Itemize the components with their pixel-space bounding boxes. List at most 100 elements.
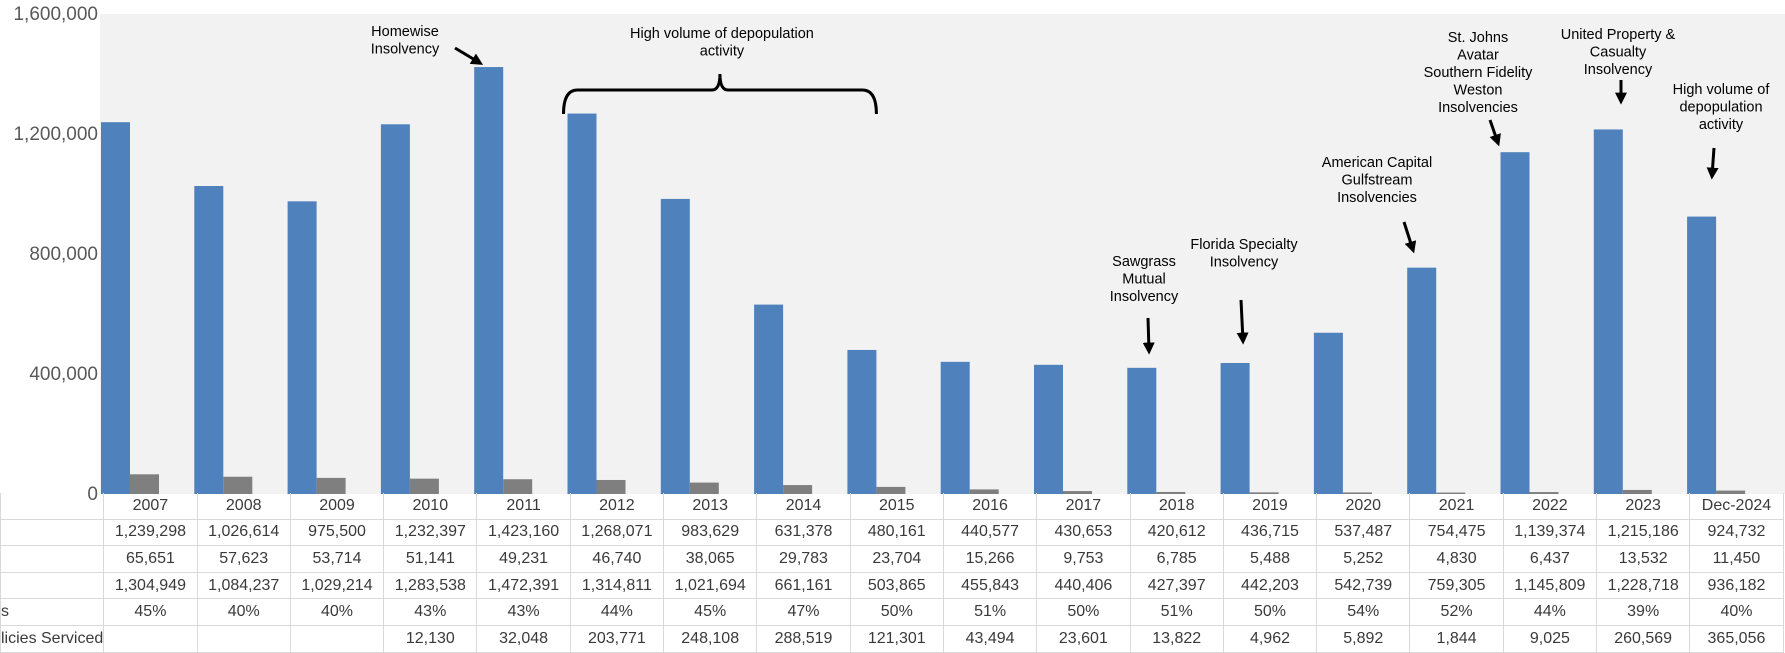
y-tick-label: 1,600,000 [13, 4, 98, 25]
table-cell: 1,239,298 [103, 518, 198, 547]
table-row-label: s [0, 598, 105, 626]
table-cell: 5,488 [1222, 545, 1318, 573]
table-cell: 1,232,397 [383, 518, 478, 547]
table-cell: Dec-2024 [1689, 493, 1784, 520]
bar-series-1 [1407, 267, 1437, 494]
bar-series-2 [783, 485, 813, 494]
table-row-label [0, 571, 105, 600]
table-cell: 936,182 [1689, 571, 1784, 600]
table-cell: 9,025 [1502, 624, 1598, 653]
table-cell: 430,653 [1036, 518, 1131, 547]
table-row: 2007 2008 2009 2010 2011 2012 2013 2014 2015 2016… [0, 493, 1784, 520]
annotation-arrow [1236, 299, 1249, 345]
table-cell: 51% [942, 598, 1038, 626]
annotation-text: Insolvency [1210, 255, 1279, 271]
table-cell: 5,892 [1316, 624, 1411, 653]
table-cell: 1,139,374 [1502, 518, 1598, 547]
annotation-text: Mutual [1122, 272, 1166, 288]
table-cell: 455,843 [942, 571, 1038, 600]
annotation-text: activity [1699, 117, 1744, 133]
annotation-text: Insolvency [1584, 62, 1653, 78]
table-cell: 480,161 [849, 518, 944, 547]
table-cell: 1,029,214 [289, 571, 385, 600]
table-cell: 975,500 [289, 518, 385, 547]
annotation-text: United Property & [1561, 27, 1676, 43]
table-cell: 45% [103, 598, 198, 626]
annotation-text: High volume of depopulation [630, 26, 814, 42]
table-cell: 503,865 [849, 571, 944, 600]
table-cell: 1,228,718 [1596, 571, 1691, 600]
table-cell: 1,021,694 [663, 571, 758, 600]
table-cell: 436,715 [1222, 518, 1318, 547]
bar-series-2 [1622, 489, 1652, 494]
table-cell: 12,130 [383, 624, 478, 653]
table-cell: 365,056 [1689, 624, 1784, 653]
table-cell: 1,844 [1409, 624, 1504, 653]
table-cell: 32,048 [476, 624, 571, 653]
table-cell: 43% [476, 598, 571, 626]
table-cell: 44% [569, 598, 665, 626]
bar-series-2 [596, 479, 626, 494]
table-cell: 50% [1036, 598, 1131, 626]
table-cell: 2015 [849, 493, 944, 520]
table-cell: 2016 [942, 493, 1038, 520]
annotation-text: Florida Specialty [1190, 237, 1298, 253]
bar-series-2 [223, 476, 253, 494]
table-cell [289, 624, 385, 653]
table-cell: 40% [1689, 598, 1784, 626]
table-cell: 2011 [476, 493, 571, 520]
annotation-arrow [1706, 147, 1719, 180]
bar-series-1 [847, 349, 877, 494]
annotation-text: Homewise [371, 24, 439, 40]
table-cell: 54% [1316, 598, 1411, 626]
table-cell: 2007 [103, 493, 198, 520]
table-row: licies Serviced 12,130 32,048 203,771 248,10… [0, 624, 1784, 653]
table-row: s 45% 40% 40% 43% 43% 44% 45% 47% 50% 51% 50% 51% 50%… [0, 598, 1784, 626]
annotation-text: Southern Fidelity [1424, 65, 1534, 81]
table-cell: 1,304,949 [103, 571, 198, 600]
bar-series-1 [287, 201, 317, 494]
table-cell: 65,651 [103, 545, 198, 573]
table-cell: 2017 [1036, 493, 1131, 520]
annotations: Homewise Insolvency High volume of depopul… [371, 24, 1770, 355]
table-cell [196, 624, 291, 653]
table-row: 1,239,298 1,026,614 975,500 1,232,397 1,423,… [0, 518, 1784, 547]
bar-series-1 [1500, 152, 1530, 494]
table-cell: 43,494 [942, 624, 1038, 653]
bar-series-1 [1127, 367, 1157, 494]
bar-series-2 [1063, 491, 1092, 494]
table-cell: 288,519 [756, 624, 851, 653]
table-cell: 52% [1409, 598, 1504, 626]
table-cell: 1,026,614 [196, 518, 291, 547]
table-cell: 1,268,071 [569, 518, 665, 547]
bar-series-2 [503, 479, 533, 494]
annotation-text: Gulfstream [1342, 173, 1413, 189]
table-cell: 260,569 [1596, 624, 1691, 653]
table-cell: 15,266 [942, 545, 1038, 573]
table-cell: 6,785 [1129, 545, 1224, 573]
table-cell: 203,771 [569, 624, 665, 653]
table-cell: 53,714 [289, 545, 385, 573]
bar-series-2 [1156, 491, 1186, 494]
table-cell: 2023 [1596, 493, 1691, 520]
table-cell: 754,475 [1409, 518, 1504, 547]
annotation-text: Insolvency [371, 42, 440, 58]
bar-series-2 [876, 486, 906, 494]
table-cell: 661,161 [756, 571, 851, 600]
bar-series-1 [474, 67, 504, 494]
brace-bracket [562, 73, 878, 115]
annotation-arrow [1402, 221, 1417, 254]
table-cell: 40% [289, 598, 385, 626]
table-cell: 9,753 [1036, 545, 1131, 573]
table-cell: 537,487 [1316, 518, 1411, 547]
bar-series-2 [689, 482, 719, 494]
table-cell: 440,577 [942, 518, 1038, 547]
table-cell: 5,252 [1316, 545, 1411, 573]
table-cell: 1,145,809 [1502, 571, 1598, 600]
annotation-text: Insolvency [1110, 289, 1179, 305]
table-row-label: licies Serviced [0, 624, 105, 653]
table-cell: 121,301 [849, 624, 944, 653]
table-cell: 13,532 [1596, 545, 1691, 573]
table-cell: 50% [1222, 598, 1318, 626]
